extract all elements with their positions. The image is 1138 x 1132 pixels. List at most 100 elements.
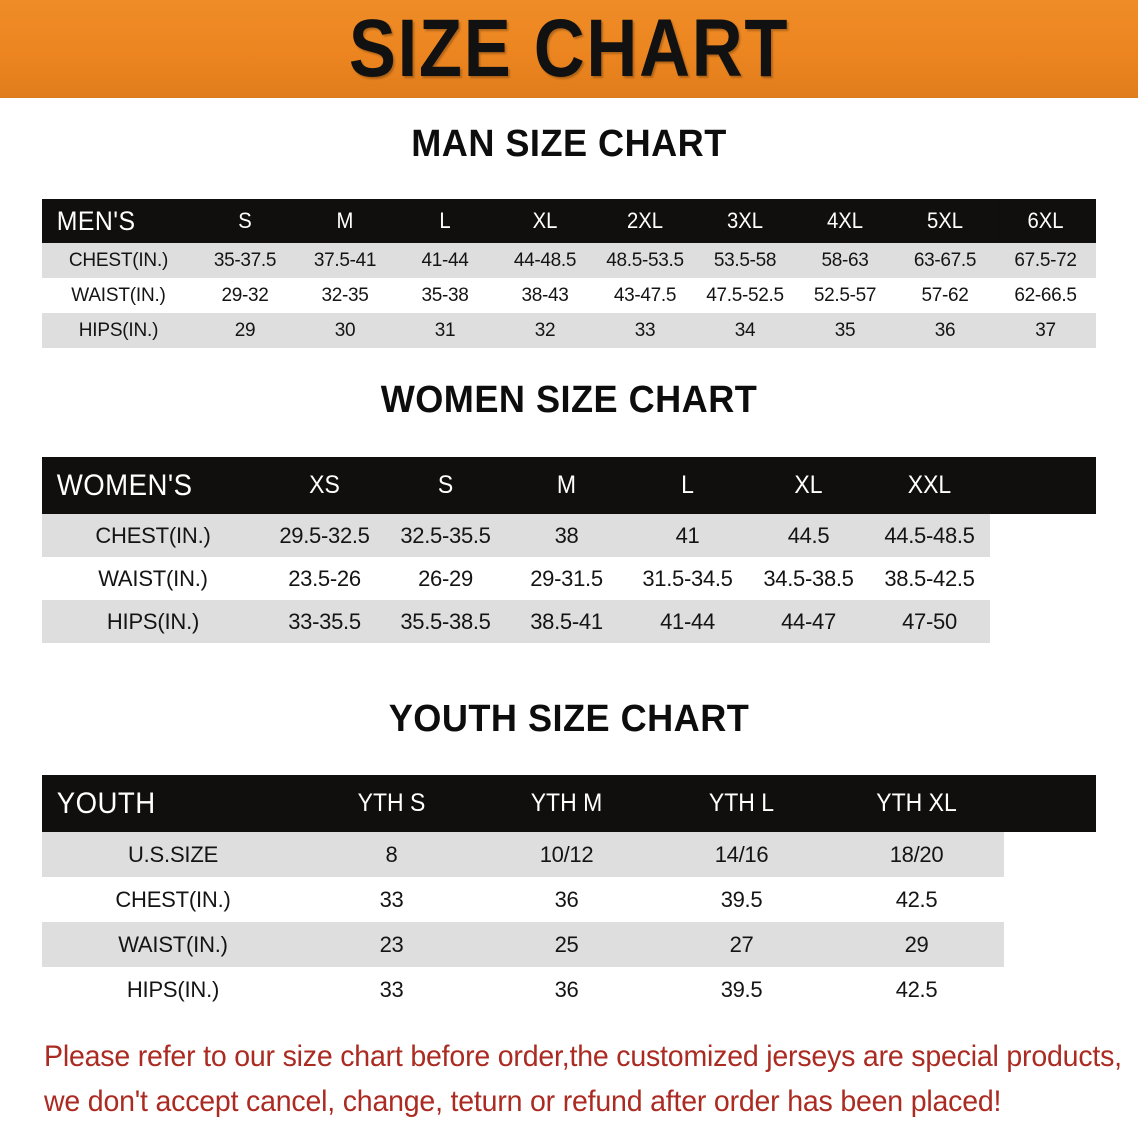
men-col-header-2xl: 2XL [599,199,691,243]
men-chest-l: 41-44 [395,243,495,278]
men-row-label-hips: HIPS(IN.) [42,313,195,348]
women-hips-m: 38.5-41 [506,600,627,643]
men-col-header-l: L [399,199,491,243]
men-hips-xl: 32 [495,313,595,348]
women-size-table: WOMEN'S XS S M L XL XXL CHEST(IN.) 29.5-… [42,457,1096,643]
youth-chest-s: 33 [304,877,479,922]
women-row-label-hips: HIPS(IN.) [42,600,264,643]
men-col-header-6xl: 6XL [999,199,1092,243]
youth-col-header-s: YTH S [311,775,472,832]
women-chest-xs: 29.5-32.5 [264,514,385,557]
men-hips-3xl: 34 [695,313,795,348]
women-chest-xl: 44.5 [748,514,869,557]
men-size-table: MEN'S S M L XL 2XL 3XL 4XL 5XL 6XL CHEST… [42,199,1096,348]
women-hips-l: 41-44 [627,600,748,643]
men-chest-xl: 44-48.5 [495,243,595,278]
men-col-header-m: M [299,199,391,243]
men-chest-s: 35-37.5 [195,243,295,278]
men-hips-m: 30 [295,313,395,348]
youth-size-table: YOUTH YTH S YTH M YTH L YTH XL U.S.SIZE … [42,775,1096,1012]
youth-ussize-m: 10/12 [479,832,654,877]
youth-row-label-ussize: U.S.SIZE [42,832,304,877]
table-row: WAIST(IN.) 29-32 32-35 35-38 38-43 43-47… [42,278,1096,313]
women-waist-l: 31.5-34.5 [627,557,748,600]
women-col-header-l: L [631,457,744,514]
men-chest-5xl: 63-67.5 [895,243,995,278]
table-row: WAIST(IN.) 23 25 27 29 [42,922,1096,967]
table-row: HIPS(IN.) 29 30 31 32 33 34 35 36 37 [42,313,1096,348]
women-col-header-xl: XL [752,457,865,514]
men-col-header-4xl: 4XL [799,199,891,243]
youth-ussize-xl: 18/20 [829,832,1004,877]
youth-col-header-m: YTH M [486,775,647,832]
men-hips-2xl: 33 [595,313,695,348]
table-header-row: YOUTH YTH S YTH M YTH L YTH XL [42,775,1096,832]
men-col-header-5xl: 5XL [899,199,991,243]
women-chest-l: 41 [627,514,748,557]
women-waist-s: 26-29 [385,557,506,600]
women-chest-xxl: 44.5-48.5 [869,514,990,557]
table-row: CHEST(IN.) 35-37.5 37.5-41 41-44 44-48.5… [42,243,1096,278]
women-col-header-xxl: XXL [873,457,986,514]
men-waist-4xl: 52.5-57 [795,278,895,313]
youth-corner-label: YOUTH [42,775,284,832]
men-corner-label: MEN'S [42,199,183,243]
page-banner: SIZE CHART [0,0,1138,98]
youth-chest-l: 39.5 [654,877,829,922]
women-hips-xs: 33-35.5 [264,600,385,643]
youth-row-label-chest: CHEST(IN.) [42,877,304,922]
disclaimer-line-1: Please refer to our size chart before or… [44,1040,1122,1073]
table-row: HIPS(IN.) 33-35.5 35.5-38.5 38.5-41 41-4… [42,600,1096,643]
men-chest-m: 37.5-41 [295,243,395,278]
youth-waist-l: 27 [654,922,829,967]
youth-hips-xl: 42.5 [829,967,1004,1012]
disclaimer-line-2: we don't accept cancel, change, teturn o… [44,1085,1002,1118]
men-col-header-xl: XL [499,199,591,243]
page-title: SIZE CHART [348,3,790,94]
table-header-row: MEN'S S M L XL 2XL 3XL 4XL 5XL 6XL [42,199,1096,243]
women-col-header-s: S [389,457,502,514]
men-chest-2xl: 48.5-53.5 [595,243,695,278]
men-waist-s: 29-32 [195,278,295,313]
youth-hips-l: 39.5 [654,967,829,1012]
youth-waist-m: 25 [479,922,654,967]
men-waist-2xl: 43-47.5 [595,278,695,313]
table-row: HIPS(IN.) 33 36 39.5 42.5 [42,967,1096,1012]
men-col-header-3xl: 3XL [699,199,791,243]
youth-col-header-l: YTH L [661,775,822,832]
youth-hips-spacer [1004,967,1096,1012]
women-waist-xs: 23.5-26 [264,557,385,600]
women-chest-m: 38 [506,514,627,557]
table-row: U.S.SIZE 8 10/12 14/16 18/20 [42,832,1096,877]
women-row-label-waist: WAIST(IN.) [42,557,264,600]
youth-waist-s: 23 [304,922,479,967]
men-row-label-waist: WAIST(IN.) [42,278,195,313]
section-title-man: MAN SIZE CHART [411,123,727,165]
men-waist-5xl: 57-62 [895,278,995,313]
men-hips-5xl: 36 [895,313,995,348]
youth-hips-m: 36 [479,967,654,1012]
men-waist-3xl: 47.5-52.5 [695,278,795,313]
table-row: CHEST(IN.) 33 36 39.5 42.5 [42,877,1096,922]
men-chest-6xl: 67.5-72 [995,243,1096,278]
women-waist-xxl: 38.5-42.5 [869,557,990,600]
men-chest-3xl: 53.5-58 [695,243,795,278]
women-waist-xl: 34.5-38.5 [748,557,869,600]
youth-chest-spacer [1004,877,1096,922]
women-waist-m: 29-31.5 [506,557,627,600]
section-title-youth: YOUTH SIZE CHART [388,698,750,740]
men-waist-6xl: 62-66.5 [995,278,1096,313]
youth-row-label-hips: HIPS(IN.) [42,967,304,1012]
women-waist-spacer [990,557,1096,600]
women-col-header-xs: XS [268,457,381,514]
men-waist-xl: 38-43 [495,278,595,313]
men-row-label-chest: CHEST(IN.) [42,243,195,278]
men-chest-4xl: 58-63 [795,243,895,278]
youth-chest-m: 36 [479,877,654,922]
men-waist-m: 32-35 [295,278,395,313]
youth-waist-xl: 29 [829,922,1004,967]
men-hips-s: 29 [195,313,295,348]
women-col-header-m: M [510,457,623,514]
men-hips-l: 31 [395,313,495,348]
